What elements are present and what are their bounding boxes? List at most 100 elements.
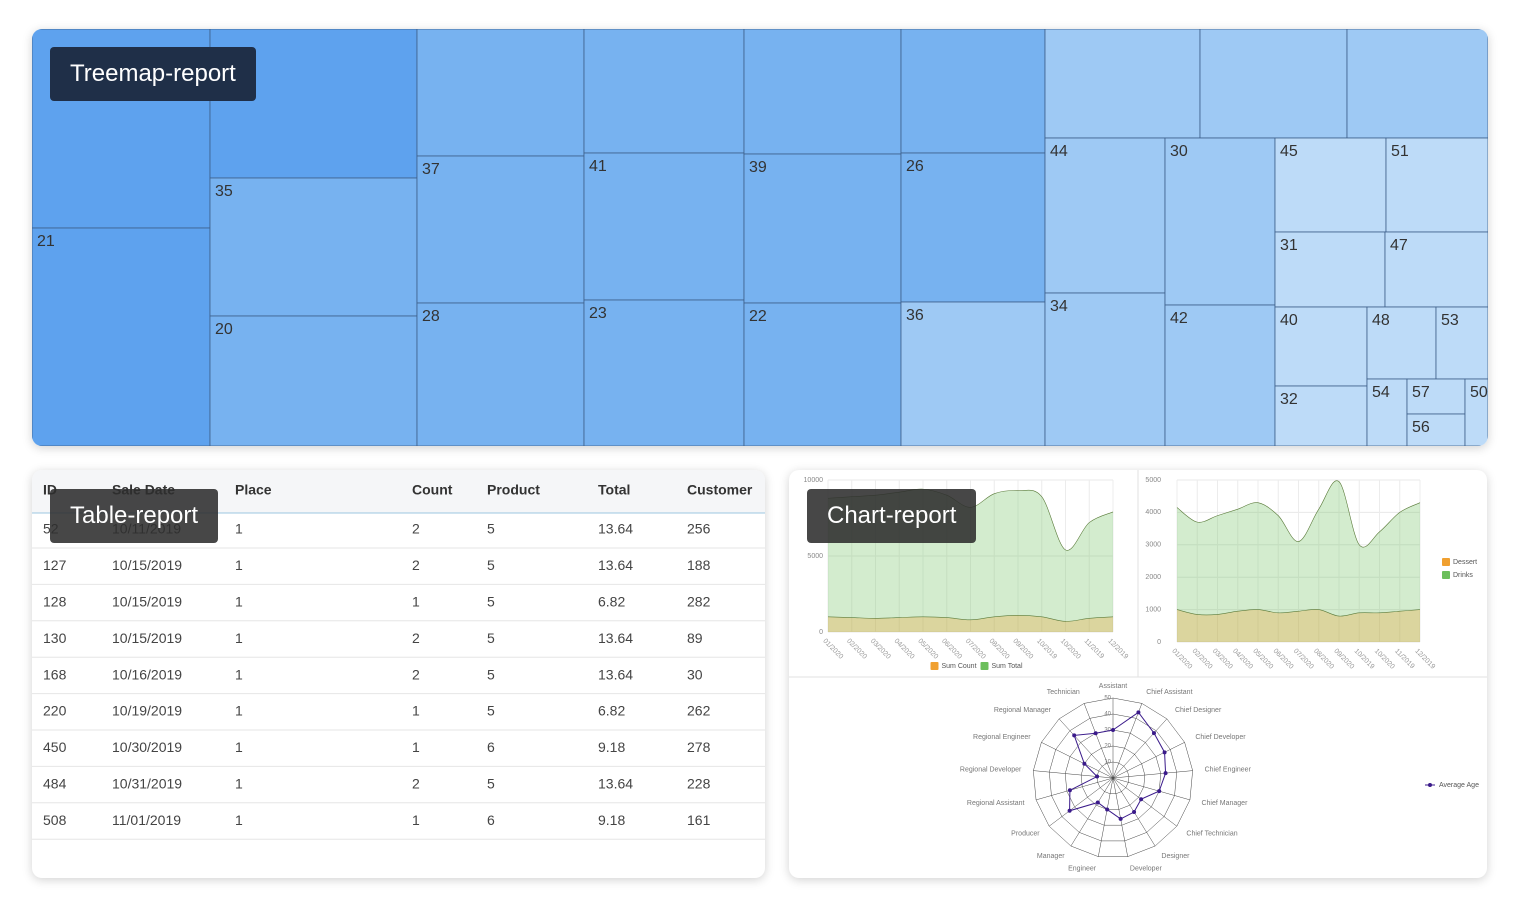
treemap-cell — [900, 301, 1046, 446]
x-tick-label: 02/2020 — [1191, 648, 1214, 671]
radar-label: Manager — [1037, 853, 1065, 860]
cell: 128 — [43, 594, 67, 610]
cell-label: 53 — [1441, 312, 1459, 329]
radar-point — [1132, 810, 1137, 815]
radar-label: Chief Assistant — [1146, 689, 1192, 696]
radar-point — [1095, 774, 1100, 779]
cell-label: 44 — [1050, 143, 1068, 160]
treemap-cell — [583, 29, 745, 154]
cell: 2 — [412, 666, 420, 682]
treemap-cell — [1464, 378, 1488, 446]
cell-label: 41 — [589, 158, 607, 175]
radar-spoke — [1112, 742, 1185, 779]
y-tick-label: 5000 — [807, 553, 823, 560]
table-panel: IDSale DatePlaceCountProductTotalCustome… — [32, 470, 765, 878]
table-title: Table-report — [50, 489, 219, 543]
cell: 1 — [235, 521, 243, 537]
radar-label: Assistant — [1099, 683, 1127, 690]
area — [828, 615, 1113, 632]
cell: 1 — [412, 739, 420, 755]
cell: 10/15/2019 — [112, 630, 182, 646]
cell: 11/01/2019 — [112, 812, 181, 828]
x-tick-label: 11/2019 — [1083, 638, 1106, 661]
cell: 1 — [235, 630, 243, 646]
cell-label: 51 — [1391, 143, 1409, 160]
legend-label: Sum Count — [942, 663, 977, 670]
cell-label: 47 — [1390, 237, 1408, 254]
treemap-cell — [416, 302, 585, 446]
cell-label: 37 — [422, 161, 440, 178]
x-tick-label: 09/2020 — [1011, 638, 1034, 661]
treemap-cell — [1366, 306, 1437, 380]
cell: 5 — [487, 703, 495, 719]
cell-label: 30 — [1170, 143, 1188, 160]
radar-label: Regional Manager — [994, 707, 1052, 714]
radar-spoke — [1112, 703, 1143, 779]
cell: 6.82 — [598, 594, 625, 610]
treemap-title: Treemap-report — [50, 47, 256, 101]
treemap-cell — [209, 177, 418, 317]
radar-point — [1139, 797, 1144, 802]
y-tick-label: 0 — [819, 629, 823, 636]
treemap-cell — [1274, 385, 1368, 446]
radar-point — [1162, 750, 1167, 755]
legend-label: Drinks — [1453, 572, 1473, 579]
column-header: Customer — [687, 482, 753, 498]
treemap-cell — [1346, 29, 1488, 139]
cell: 13.64 — [598, 666, 633, 682]
treemap-cell — [1044, 137, 1166, 294]
radar-label: Regional Engineer — [973, 734, 1031, 741]
x-tick-label: 10/2020 — [1059, 638, 1082, 661]
cell: 127 — [43, 557, 67, 573]
radar-point — [1163, 771, 1168, 776]
radar-spoke — [1112, 777, 1177, 827]
treemap-cell — [1385, 137, 1488, 233]
radar-ring — [1049, 713, 1177, 842]
radar-spoke — [1035, 777, 1114, 801]
x-tick-label: 04/2020 — [893, 638, 916, 661]
y-tick-label: 3000 — [1145, 542, 1161, 549]
treemap-cell — [32, 227, 211, 446]
cell: 450 — [43, 739, 67, 755]
radar-spoke — [1049, 777, 1114, 827]
cell: 220 — [43, 703, 67, 719]
radar-label: Technician — [1047, 689, 1080, 696]
treemap-cell — [1274, 231, 1386, 308]
cell: 6 — [487, 812, 495, 828]
x-tick-label: 12/2019 — [1413, 648, 1436, 671]
x-tick-label: 06/2020 — [940, 638, 963, 661]
legend-label: Sum Total — [992, 663, 1023, 670]
x-tick-label: 11/2019 — [1393, 648, 1416, 671]
cell: 9.18 — [598, 739, 625, 755]
cell: 1 — [235, 812, 243, 828]
treemap-cell — [1044, 29, 1201, 139]
cell: 1 — [412, 703, 420, 719]
legend-label: Average Age — [1439, 782, 1479, 789]
treemap-cell — [743, 302, 902, 446]
radar-point — [1157, 789, 1162, 794]
cell-label: 34 — [1050, 298, 1068, 315]
radar-label: Regional Assistant — [967, 800, 1025, 807]
x-tick-label: 10/2019 — [1353, 648, 1376, 671]
area — [1177, 609, 1420, 642]
radar-label: Designer — [1161, 853, 1190, 860]
radar-label: Producer — [1011, 830, 1040, 837]
radar-point — [1067, 808, 1072, 813]
cell: 13.64 — [598, 557, 633, 573]
cell: 13.64 — [598, 630, 633, 646]
cell: 30 — [687, 666, 703, 682]
x-tick-label: 09/2020 — [1332, 648, 1355, 671]
treemap-cell — [1406, 413, 1466, 446]
x-tick-label: 04/2020 — [1231, 648, 1254, 671]
cell-label: 54 — [1372, 384, 1390, 401]
cell: 188 — [687, 557, 711, 573]
radar-point — [1105, 807, 1110, 812]
cell: 262 — [687, 703, 711, 719]
x-tick-label: 05/2020 — [1251, 648, 1274, 671]
cell-label: 21 — [37, 233, 55, 250]
radar-label: Chief Designer — [1175, 707, 1222, 714]
radar-point — [1151, 731, 1156, 736]
cell: 1 — [235, 666, 243, 682]
cell-label: 35 — [215, 183, 233, 200]
treemap-cell — [1044, 292, 1166, 446]
